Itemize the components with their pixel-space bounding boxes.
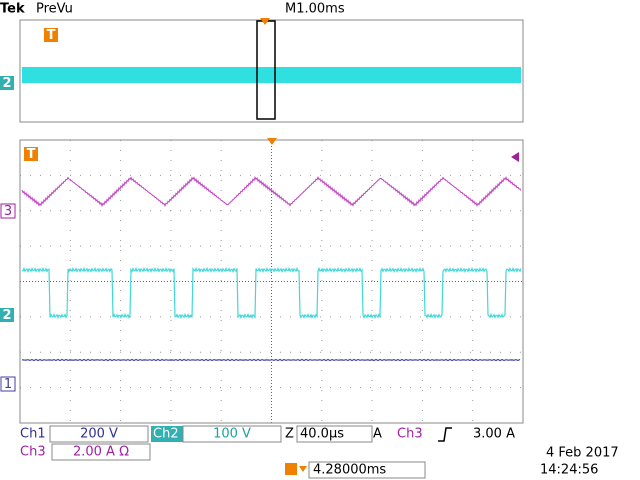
trigger-icon xyxy=(44,28,58,42)
zoom-box xyxy=(296,425,373,443)
ch2-label: Ch2 xyxy=(153,427,179,442)
ch1-scale: 200 V xyxy=(80,427,118,442)
time: 14:24:56 xyxy=(540,463,598,478)
ch1-marker-label: 1 xyxy=(4,377,12,392)
ch2-box xyxy=(182,425,282,443)
trigger-level: 3.00 A xyxy=(473,427,515,442)
trigger-position-box xyxy=(308,461,426,479)
ch3-marker-label: 3 xyxy=(4,204,12,219)
trigger-arrow xyxy=(267,138,277,145)
trigger-edge-icon xyxy=(438,427,452,442)
trigger-level-arrow xyxy=(511,152,519,162)
ch3-scale: 2.00 A Ω xyxy=(73,445,129,460)
ch2-marker-label: 2 xyxy=(2,76,11,91)
ch1-box xyxy=(49,425,149,443)
ch2-marker xyxy=(0,308,14,322)
ch2-trace xyxy=(21,266,522,320)
ch1-marker xyxy=(0,376,16,392)
preview-trace xyxy=(22,67,521,83)
traces xyxy=(21,176,522,362)
ch2-scale: 100 V xyxy=(213,427,251,442)
trigger-position: 4.28000ms xyxy=(313,463,386,478)
date: 4 Feb 2017 xyxy=(546,446,619,461)
trigger-position-arrow xyxy=(299,466,307,472)
graticule xyxy=(20,140,523,423)
ch1-trace xyxy=(21,358,521,362)
ch3-label: Ch3 xyxy=(20,445,46,460)
ch2-marker-label: 2 xyxy=(2,308,11,323)
trigger-source: Ch3 xyxy=(397,427,423,442)
ch3-trace xyxy=(21,176,522,208)
zoom-label: Z xyxy=(285,427,294,442)
trigger-icon xyxy=(24,147,38,161)
ch3-marker xyxy=(0,203,16,219)
ch2-label-bg xyxy=(151,426,183,442)
zoom-scale: 40.0µs xyxy=(300,427,344,442)
trigger-icon-label: T xyxy=(27,147,36,162)
ch1-label: Ch1 xyxy=(20,427,46,442)
trigger-arrow xyxy=(260,18,270,25)
timebase: M1.00ms xyxy=(285,2,345,17)
trigger-icon-label: T xyxy=(47,28,56,43)
trigger-label: A xyxy=(373,427,382,442)
ch3-box xyxy=(51,443,151,461)
mode: PreVu xyxy=(36,2,73,17)
brand: Tek xyxy=(0,2,25,17)
trigger-position-icon xyxy=(285,463,297,475)
ch2-marker xyxy=(0,76,14,90)
